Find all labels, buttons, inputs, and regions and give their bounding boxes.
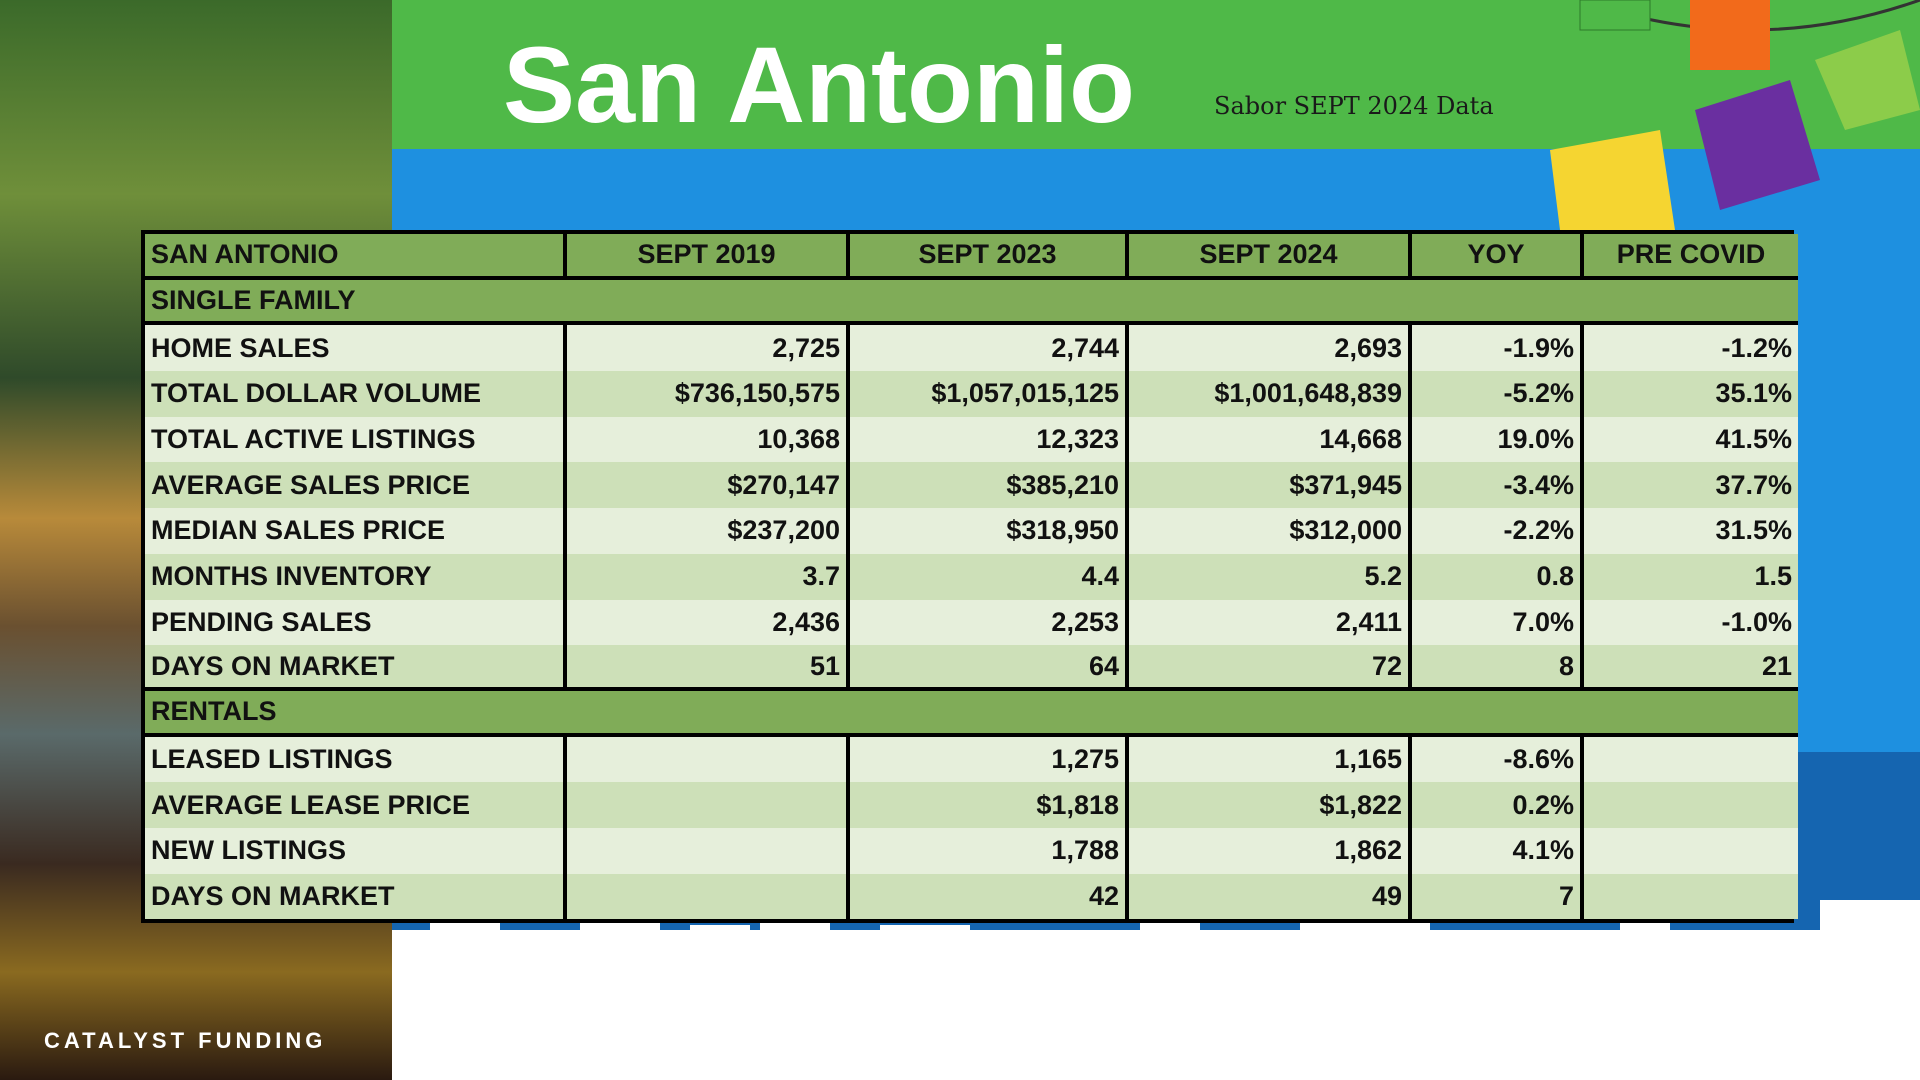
value-cell: 41.5% <box>1584 416 1798 463</box>
value-cell: 7.0% <box>1412 599 1584 646</box>
value-cell: 1.5 <box>1584 553 1798 600</box>
value-cell <box>567 827 850 874</box>
value-cell: 12,323 <box>850 416 1129 463</box>
value-cell: $270,147 <box>567 462 850 509</box>
value-cell: -1.9% <box>1412 325 1584 372</box>
value-cell <box>567 782 850 828</box>
value-cell: $385,210 <box>850 462 1129 509</box>
value-cell: 2,693 <box>1129 325 1412 372</box>
value-cell: 8 <box>1412 645 1584 691</box>
value-cell: 14,668 <box>1129 416 1412 463</box>
value-cell: $1,822 <box>1129 782 1412 828</box>
value-cell <box>1584 782 1798 828</box>
row-label: AVERAGE LEASE PRICE <box>145 782 567 828</box>
value-cell: $318,950 <box>850 508 1129 554</box>
value-cell: $371,945 <box>1129 462 1412 509</box>
value-cell: 4.4 <box>850 553 1129 600</box>
value-cell: 64 <box>850 645 1129 691</box>
value-cell <box>1584 827 1798 874</box>
section-title: RENTALS <box>145 690 1798 737</box>
value-cell: $312,000 <box>1129 508 1412 554</box>
value-cell: 42 <box>850 873 1129 920</box>
page-title: San Antonio <box>503 24 1135 145</box>
value-cell: 51 <box>567 645 850 691</box>
column-header: SAN ANTONIO <box>145 234 567 280</box>
value-cell <box>567 873 850 920</box>
value-cell: 2,744 <box>850 325 1129 372</box>
value-cell: $1,001,648,839 <box>1129 371 1412 417</box>
value-cell: 1,862 <box>1129 827 1412 874</box>
value-cell: 49 <box>1129 873 1412 920</box>
value-cell: -5.2% <box>1412 371 1584 417</box>
value-cell: -3.4% <box>1412 462 1584 509</box>
row-label: TOTAL ACTIVE LISTINGS <box>145 416 567 463</box>
value-cell: 0.2% <box>1412 782 1584 828</box>
column-header: SEPT 2019 <box>567 234 850 280</box>
column-header: SEPT 2024 <box>1129 234 1412 280</box>
value-cell: 0.8 <box>1412 553 1584 600</box>
value-cell: 5.2 <box>1129 553 1412 600</box>
value-cell: 2,411 <box>1129 599 1412 646</box>
row-label: AVERAGE SALES PRICE <box>145 462 567 509</box>
row-label: HOME SALES <box>145 325 567 372</box>
row-label: DAYS ON MARKET <box>145 873 567 920</box>
title-band <box>392 0 1920 149</box>
value-cell: 1,275 <box>850 736 1129 783</box>
value-cell: -8.6% <box>1412 736 1584 783</box>
papel-picado <box>1550 0 1920 230</box>
row-label: PENDING SALES <box>145 599 567 646</box>
value-cell: $1,818 <box>850 782 1129 828</box>
value-cell: -2.2% <box>1412 508 1584 554</box>
value-cell: 35.1% <box>1584 371 1798 417</box>
column-header: PRE COVID <box>1584 234 1798 280</box>
row-label: MEDIAN SALES PRICE <box>145 508 567 554</box>
value-cell: -1.0% <box>1584 599 1798 646</box>
section-title: SINGLE FAMILY <box>145 279 1798 326</box>
row-label: MONTHS INVENTORY <box>145 553 567 600</box>
value-cell: 2,436 <box>567 599 850 646</box>
value-cell: 72 <box>1129 645 1412 691</box>
value-cell: -1.2% <box>1584 325 1798 372</box>
value-cell: 4.1% <box>1412 827 1584 874</box>
value-cell: 1,165 <box>1129 736 1412 783</box>
value-cell: 2,725 <box>567 325 850 372</box>
value-cell: 2,253 <box>850 599 1129 646</box>
value-cell: 10,368 <box>567 416 850 463</box>
row-label: DAYS ON MARKET <box>145 645 567 691</box>
value-cell: $1,057,015,125 <box>850 371 1129 417</box>
page-subtitle: Sabor SEPT 2024 Data <box>1214 92 1494 120</box>
value-cell: 7 <box>1412 873 1584 920</box>
row-label: NEW LISTINGS <box>145 827 567 874</box>
brand: CATALYST FUNDING <box>44 1028 327 1053</box>
value-cell: 31.5% <box>1584 508 1798 554</box>
skyline <box>392 900 1920 1080</box>
data-table: SAN ANTONIO SEPT 2019 SEPT 2023 SEPT 2024 YO… <box>141 230 1798 924</box>
value-cell: 1,788 <box>850 827 1129 874</box>
value-cell: 21 <box>1584 645 1798 691</box>
value-cell: 37.7% <box>1584 462 1798 509</box>
value-cell <box>567 736 850 783</box>
row-label: TOTAL DOLLAR VOLUME <box>145 371 567 417</box>
value-cell: $736,150,575 <box>567 371 850 417</box>
value-cell: $237,200 <box>567 508 850 554</box>
value-cell <box>1584 873 1798 920</box>
column-header: YOY <box>1412 234 1584 280</box>
value-cell: 19.0% <box>1412 416 1584 463</box>
column-header: SEPT 2023 <box>850 234 1129 280</box>
value-cell <box>1584 736 1798 783</box>
value-cell: 3.7 <box>567 553 850 600</box>
row-label: LEASED LISTINGS <box>145 736 567 783</box>
